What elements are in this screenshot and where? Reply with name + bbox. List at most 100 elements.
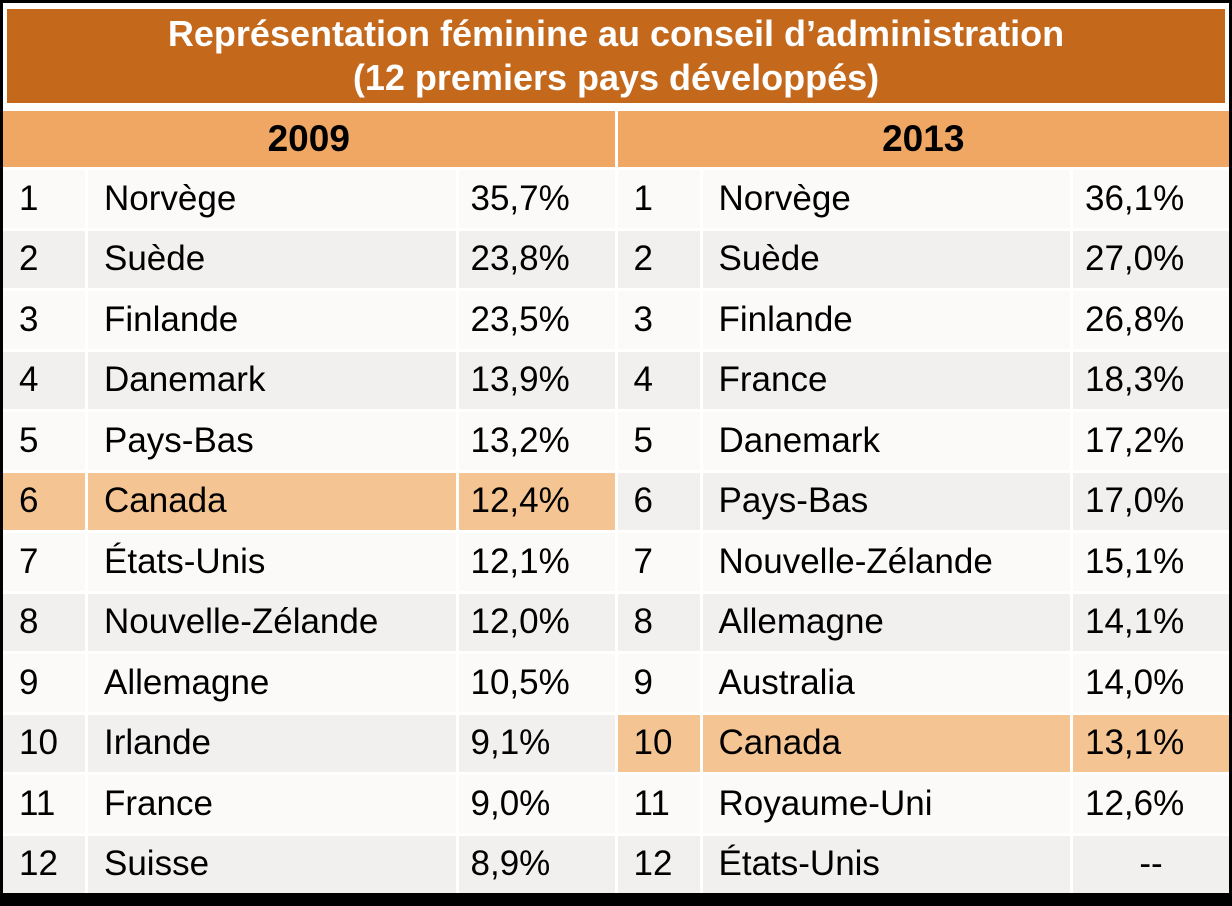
- country-cell: Royaume-Uni: [702, 775, 1070, 833]
- country-cell: Canada: [702, 714, 1070, 772]
- table-row: 6 Canada 12,4%: [3, 472, 615, 530]
- table-row: 10 Canada 13,1%: [617, 714, 1229, 772]
- rank-cell: 6: [3, 472, 85, 530]
- rank-cell: 4: [3, 351, 85, 409]
- table-row: 11 Royaume-Uni 12,6%: [617, 775, 1229, 833]
- rank-cell: 10: [3, 714, 85, 772]
- year-header-2013: 2013: [617, 111, 1229, 167]
- rank-cell: 11: [617, 775, 700, 833]
- rank-cell: 1: [3, 170, 85, 228]
- table-row: 1 Norvège 35,7%: [3, 170, 615, 228]
- rank-cell: 11: [3, 775, 85, 833]
- rank-cell: 4: [617, 351, 700, 409]
- country-cell: Finlande: [702, 291, 1070, 349]
- rank-cell: 5: [3, 412, 85, 470]
- value-cell: 17,0%: [1073, 472, 1229, 530]
- table-row: 4 Danemark 13,9%: [3, 351, 615, 409]
- country-cell: Australia: [702, 654, 1070, 712]
- table-row: 3 Finlande 26,8%: [617, 291, 1229, 349]
- value-cell: 12,0%: [458, 593, 615, 651]
- table-row: 7 États-Unis 12,1%: [3, 533, 615, 591]
- value-cell: 23,5%: [458, 291, 615, 349]
- value-cell: 8,9%: [458, 835, 615, 893]
- rank-cell: 7: [617, 533, 700, 591]
- value-cell: 10,5%: [458, 654, 615, 712]
- country-cell: France: [702, 351, 1070, 409]
- rank-cell: 3: [617, 291, 700, 349]
- value-cell: 12,1%: [458, 533, 615, 591]
- country-cell: Pays-Bas: [88, 412, 456, 470]
- country-cell: Pays-Bas: [702, 472, 1070, 530]
- table-row: 9 Australia 14,0%: [617, 654, 1229, 712]
- table-row: 8 Allemagne 14,1%: [617, 593, 1229, 651]
- rank-cell: 9: [3, 654, 85, 712]
- table-row: 11 France 9,0%: [3, 775, 615, 833]
- value-cell: 9,0%: [458, 775, 615, 833]
- rank-cell: 2: [3, 230, 85, 288]
- table-row: 7 Nouvelle-Zélande 15,1%: [617, 533, 1229, 591]
- value-cell: 35,7%: [458, 170, 615, 228]
- table-row: 5 Danemark 17,2%: [617, 412, 1229, 470]
- rows-2009: 1 Norvège 35,7% 2 Suède 23,8% 3 Finlande 23,5% 4 D…: [3, 170, 615, 893]
- country-cell: Suède: [88, 230, 456, 288]
- value-cell: 27,0%: [1073, 230, 1229, 288]
- country-cell: Finlande: [88, 291, 456, 349]
- value-cell: 13,1%: [1073, 714, 1229, 772]
- rank-cell: 8: [3, 593, 85, 651]
- value-cell: 9,1%: [458, 714, 615, 772]
- table-row: 8 Nouvelle-Zélande 12,0%: [3, 593, 615, 651]
- value-cell: 14,1%: [1073, 593, 1229, 651]
- table-row: 2 Suède 23,8%: [3, 230, 615, 288]
- value-cell: 13,2%: [458, 412, 615, 470]
- value-cell: 23,8%: [458, 230, 615, 288]
- value-cell: 12,6%: [1073, 775, 1229, 833]
- country-cell: Allemagne: [88, 654, 456, 712]
- rank-cell: 6: [617, 472, 700, 530]
- year-column-2009: 2009 1 Norvège 35,7% 2 Suède 23,8% 3 Finlande 23…: [3, 111, 615, 893]
- value-cell: 13,9%: [458, 351, 615, 409]
- rank-cell: 8: [617, 593, 700, 651]
- rank-cell: 1: [617, 170, 700, 228]
- table-row: 12 Suisse 8,9%: [3, 835, 615, 893]
- country-cell: Suisse: [88, 835, 456, 893]
- country-cell: Allemagne: [702, 593, 1070, 651]
- country-cell: Nouvelle-Zélande: [88, 593, 456, 651]
- table-row: 9 Allemagne 10,5%: [3, 654, 615, 712]
- table-row: 12 États-Unis --: [617, 835, 1229, 893]
- year-column-2013: 2013 1 Norvège 36,1% 2 Suède 27,0% 3 Finlande 26…: [617, 111, 1229, 893]
- table-row: 3 Finlande 23,5%: [3, 291, 615, 349]
- title-line-2: (12 premiers pays développés): [352, 57, 880, 98]
- rank-cell: 7: [3, 533, 85, 591]
- table-inner: Représentation féminine au conseil d’adm…: [3, 3, 1229, 893]
- table-row: 1 Norvège 36,1%: [617, 170, 1229, 228]
- value-cell: 12,4%: [458, 472, 615, 530]
- title-line-1: Représentation féminine au conseil d’adm…: [167, 13, 1065, 54]
- country-cell: Irlande: [88, 714, 456, 772]
- rank-cell: 12: [3, 835, 85, 893]
- rank-cell: 2: [617, 230, 700, 288]
- table-row: 5 Pays-Bas 13,2%: [3, 412, 615, 470]
- year-header-2009: 2009: [3, 111, 615, 167]
- year-columns: 2009 1 Norvège 35,7% 2 Suède 23,8% 3 Finlande 23…: [3, 111, 1229, 893]
- country-cell: Nouvelle-Zélande: [702, 533, 1070, 591]
- country-cell: Norvège: [702, 170, 1070, 228]
- rank-cell: 3: [3, 291, 85, 349]
- value-cell: 14,0%: [1073, 654, 1229, 712]
- country-cell: Danemark: [702, 412, 1070, 470]
- table-title: Représentation féminine au conseil d’adm…: [7, 9, 1225, 103]
- country-cell: France: [88, 775, 456, 833]
- value-cell: 15,1%: [1073, 533, 1229, 591]
- rank-cell: 5: [617, 412, 700, 470]
- country-cell: Norvège: [88, 170, 456, 228]
- country-cell: États-Unis: [702, 835, 1070, 893]
- country-cell: États-Unis: [88, 533, 456, 591]
- value-cell: 18,3%: [1073, 351, 1229, 409]
- value-cell: --: [1073, 835, 1229, 893]
- value-cell: 26,8%: [1073, 291, 1229, 349]
- value-cell: 17,2%: [1073, 412, 1229, 470]
- country-cell: Canada: [88, 472, 456, 530]
- rows-2013: 1 Norvège 36,1% 2 Suède 27,0% 3 Finlande 26,8% 4 F…: [617, 170, 1229, 893]
- rank-cell: 9: [617, 654, 700, 712]
- table-row: 10 Irlande 9,1%: [3, 714, 615, 772]
